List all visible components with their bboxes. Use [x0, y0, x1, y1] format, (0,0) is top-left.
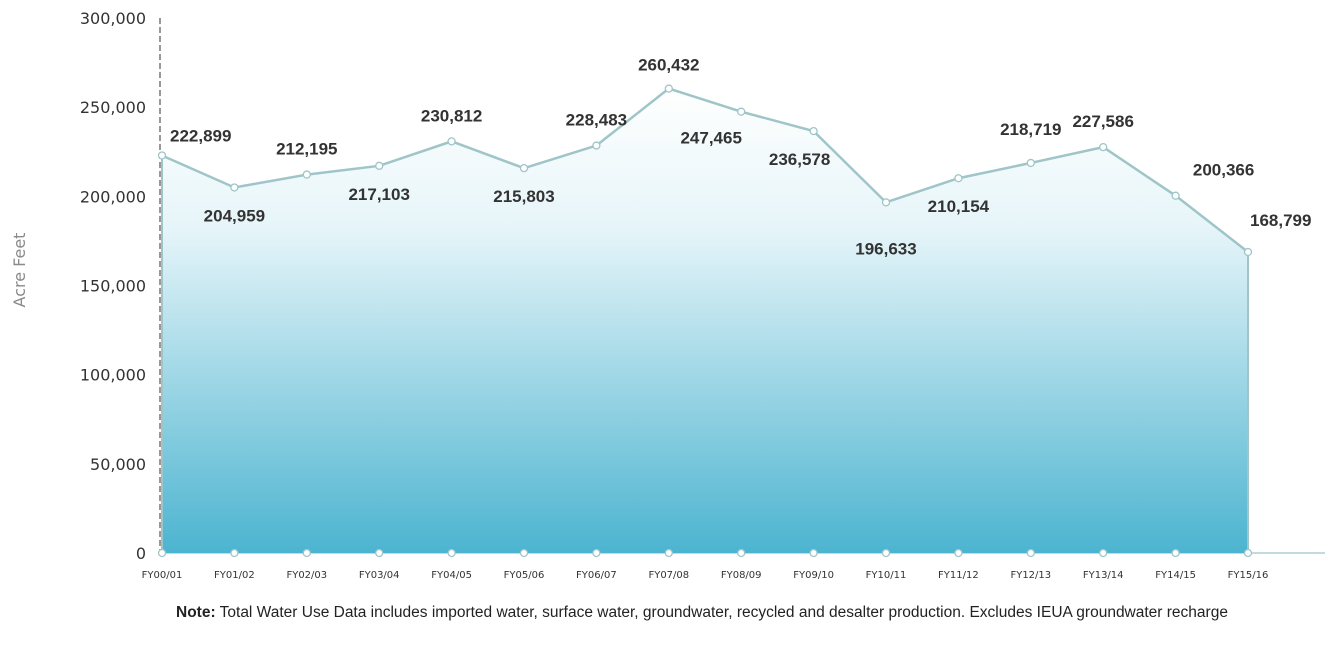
- baseline-marker: [664, 548, 673, 558]
- data-label: 222,899: [170, 126, 231, 145]
- baseline-marker: [737, 548, 746, 558]
- data-label: 228,483: [566, 111, 627, 130]
- data-point: [1026, 158, 1035, 168]
- x-tick-label: FY13/14: [1083, 570, 1124, 581]
- chart-marks: [157, 84, 1253, 558]
- data-label: 200,366: [1193, 161, 1254, 180]
- x-tick-label: FY00/01: [142, 570, 183, 581]
- baseline-marker: [447, 548, 456, 558]
- baseline-marker: [157, 548, 167, 558]
- data-point: [881, 198, 891, 207]
- data-label: 204,959: [204, 206, 265, 225]
- baseline-marker: [375, 548, 384, 558]
- baseline-marker: [1099, 548, 1108, 558]
- data-label: 260,432: [638, 56, 699, 75]
- data-point: [1099, 142, 1108, 152]
- baseline-marker: [230, 548, 239, 558]
- chart-labels: 222,899 204,959 212,195 217,103 230,812 215,8…: [170, 56, 1311, 259]
- data-label: 247,465: [680, 129, 741, 148]
- data-point: [1171, 191, 1180, 200]
- x-tick-label: FY01/02: [214, 570, 255, 581]
- x-tick-label: FY05/06: [504, 570, 545, 581]
- y-tick-label: 200,000: [80, 187, 146, 206]
- data-label: 218,719: [1000, 120, 1061, 139]
- x-tick-label: FY09/10: [793, 570, 834, 581]
- data-label: 210,154: [928, 197, 990, 216]
- data-point: [737, 107, 746, 116]
- x-tick-label: FY15/16: [1228, 570, 1269, 581]
- data-point: [664, 84, 673, 93]
- x-tick-label: FY06/07: [576, 570, 617, 581]
- data-label: 236,578: [769, 150, 830, 169]
- baseline-marker: [954, 548, 963, 558]
- note-text: Total Water Use Data includes imported w…: [215, 604, 1228, 621]
- data-label: 168,799: [1250, 211, 1311, 230]
- data-label: 230,812: [421, 106, 482, 125]
- y-tick-label: 250,000: [80, 98, 146, 117]
- baseline-marker: [519, 548, 529, 558]
- data-point: [230, 183, 239, 192]
- data-point: [519, 164, 529, 173]
- baseline-marker: [1171, 548, 1180, 558]
- x-tick-label: FY14/15: [1155, 570, 1196, 581]
- y-tick-label: 300,000: [80, 9, 146, 28]
- data-label: 196,633: [855, 239, 916, 258]
- baseline-marker: [881, 548, 891, 558]
- baseline-marker: [1243, 548, 1253, 558]
- data-label: 217,103: [348, 185, 409, 204]
- data-point: [375, 161, 384, 170]
- x-tick-label: FY03/04: [359, 570, 400, 581]
- data-point: [157, 151, 167, 160]
- y-tick-label: 100,000: [80, 366, 146, 385]
- series-line: [161, 87, 1249, 253]
- data-point: [447, 137, 456, 146]
- data-label: 227,586: [1072, 112, 1133, 131]
- baseline-marker: [809, 548, 818, 558]
- baseline-marker: [1026, 548, 1035, 558]
- data-point: [592, 141, 601, 150]
- baseline-marker: [302, 548, 311, 558]
- baseline-marker: [592, 548, 601, 558]
- data-point: [954, 174, 963, 183]
- total-water-use-chart: 0 50,000 100,000 150,000 200,000 250,000 300,0…: [10, 9, 1325, 581]
- chart-axes: 0 50,000 100,000 150,000 200,000 250,000 300,0…: [80, 9, 1325, 581]
- data-point: [302, 170, 311, 179]
- x-tick-label: FY11/12: [938, 570, 979, 581]
- x-tick-label: FY10/11: [866, 570, 907, 581]
- x-tick-label: FY07/08: [648, 570, 689, 581]
- x-tick-label: FY04/05: [431, 570, 472, 581]
- y-axis-label: Acre Feet: [10, 233, 29, 308]
- y-tick-label: 0: [136, 544, 146, 563]
- data-point: [809, 126, 818, 136]
- chart-note: Note: Total Water Use Data includes impo…: [176, 602, 1306, 624]
- area-fill: [162, 88, 1248, 554]
- x-tick-label: FY08/09: [721, 570, 762, 581]
- chart-area: [162, 88, 1248, 554]
- y-tick-label: 50,000: [90, 455, 146, 474]
- data-label: 212,195: [276, 140, 337, 159]
- x-tick-label: FY12/13: [1010, 570, 1051, 581]
- x-tick-label: FY02/03: [286, 570, 327, 581]
- y-tick-label: 150,000: [80, 277, 146, 296]
- data-label: 215,803: [493, 187, 554, 206]
- data-point: [1243, 247, 1253, 257]
- note-lead: Note:: [176, 604, 216, 621]
